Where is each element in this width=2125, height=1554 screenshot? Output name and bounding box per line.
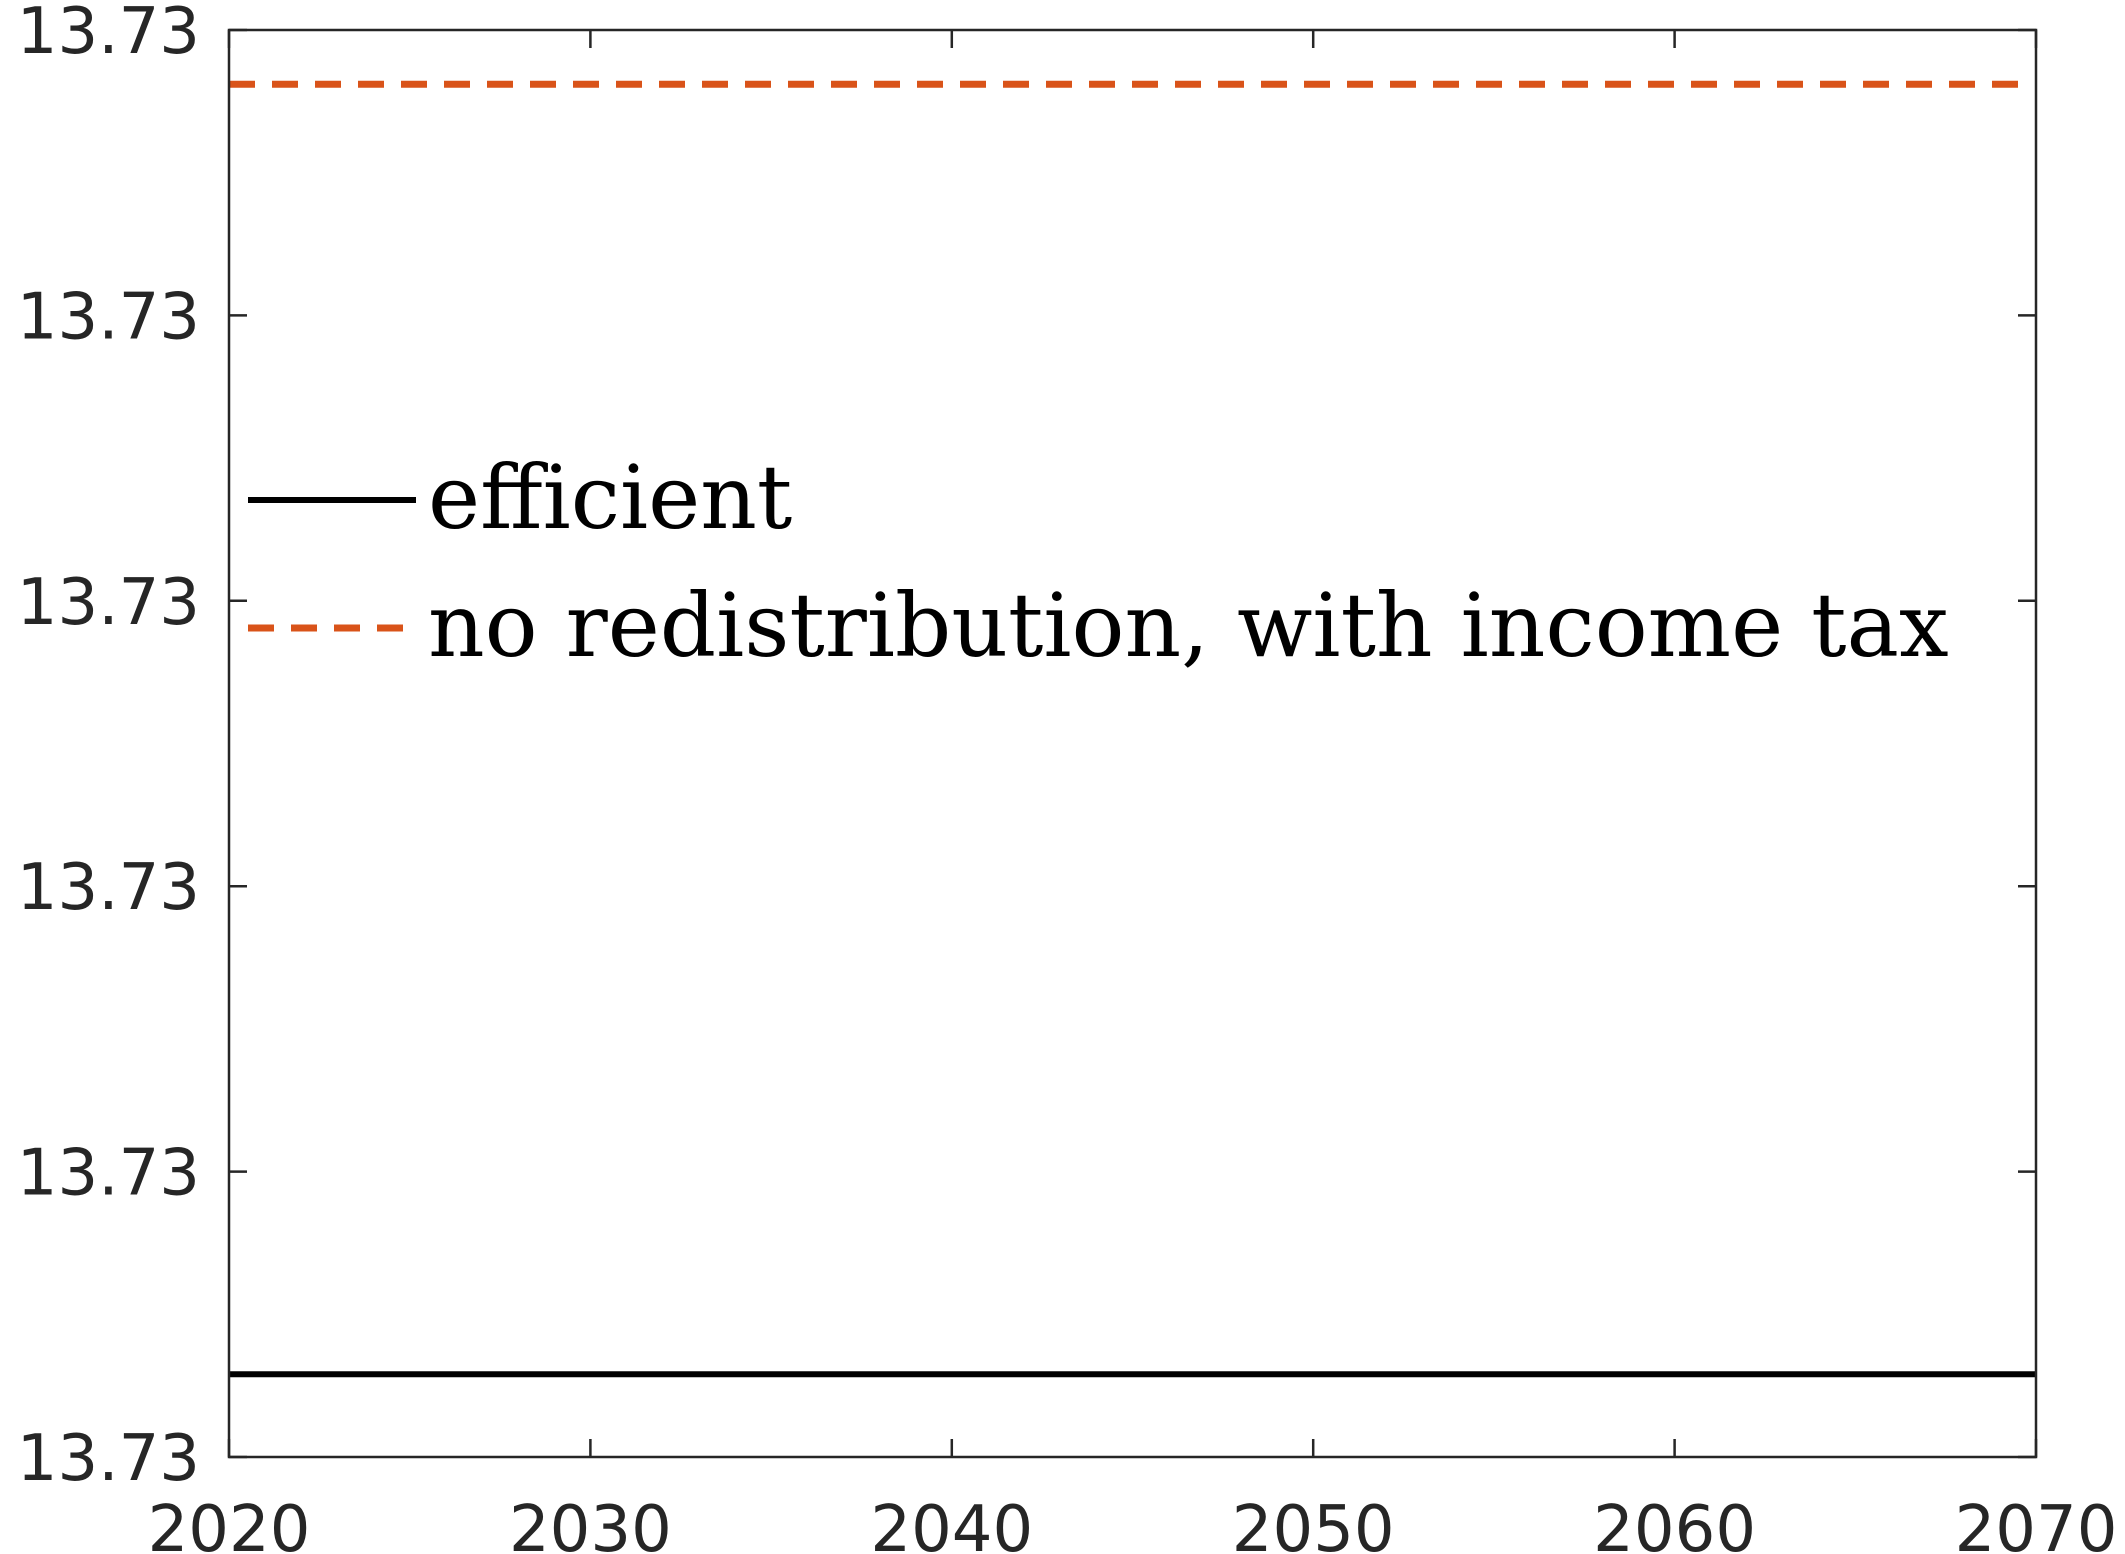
y-tick-label: 13.73	[17, 1422, 200, 1496]
x-tick-label: 2030	[509, 1493, 672, 1554]
legend: efficient no redistribution, with income …	[248, 446, 1949, 677]
y-tick-label: 13.73	[17, 566, 200, 640]
y-tick-label: 13.73	[17, 0, 200, 69]
series-layer	[229, 80, 2036, 1378]
legend-label-1: no redistribution, with income tax	[428, 574, 1949, 677]
x-tick-label: 2070	[1955, 1493, 2118, 1554]
legend-label-0: efficient	[428, 446, 792, 549]
y-tick-label: 13.73	[17, 851, 200, 925]
x-tick-label: 2040	[870, 1493, 1033, 1554]
y-tick-label: 13.73	[17, 1137, 200, 1211]
x-tick-label: 2050	[1232, 1493, 1395, 1554]
axes: 2020 2030 2040 2050 2060 2070 13.73 13.73 13.73 1…	[17, 0, 2118, 1554]
x-tick-label: 2060	[1593, 1493, 1756, 1554]
y-tick-label: 13.73	[17, 280, 200, 354]
plot-frame	[227, 28, 2038, 1459]
x-tick-label: 2020	[148, 1493, 311, 1554]
